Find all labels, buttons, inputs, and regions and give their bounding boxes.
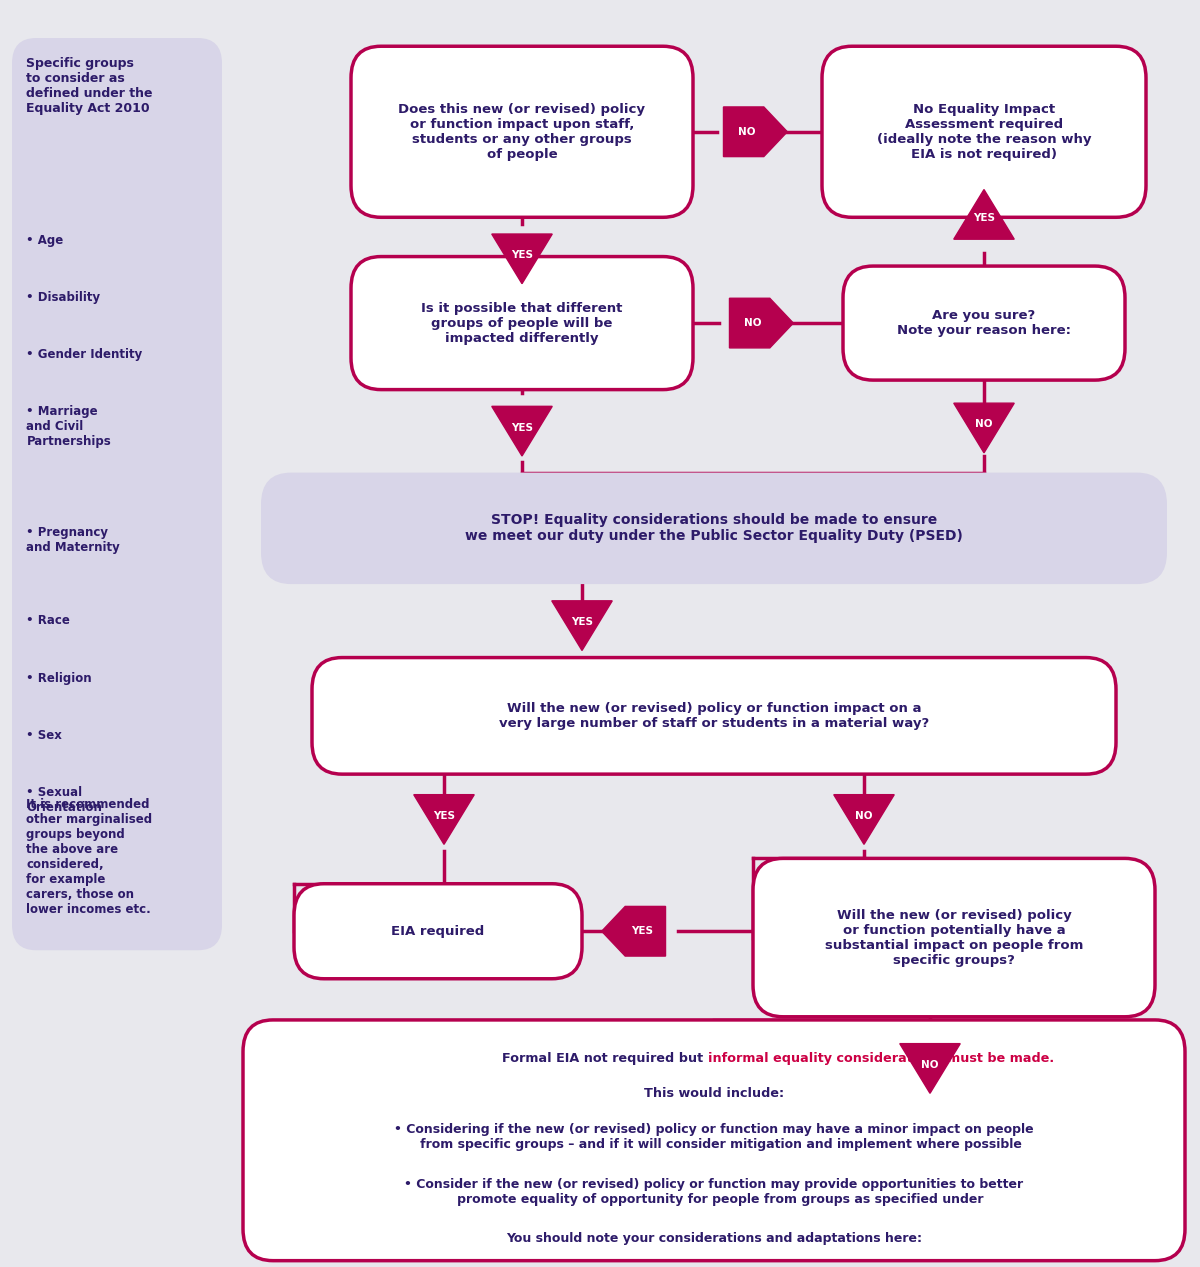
Text: This would include:: This would include: bbox=[644, 1087, 784, 1100]
Polygon shape bbox=[552, 601, 612, 650]
Text: • Considering if the new (or revised) policy or function may have a minor impact: • Considering if the new (or revised) po… bbox=[394, 1123, 1034, 1150]
Text: YES: YES bbox=[511, 251, 533, 260]
Text: NO: NO bbox=[976, 419, 992, 430]
Polygon shape bbox=[900, 1044, 960, 1093]
Text: NO: NO bbox=[922, 1060, 938, 1069]
Text: informal equality considerations must be made.: informal equality considerations must be… bbox=[708, 1052, 1054, 1064]
Polygon shape bbox=[414, 794, 474, 844]
FancyBboxPatch shape bbox=[294, 884, 582, 978]
Polygon shape bbox=[954, 403, 1014, 452]
Polygon shape bbox=[834, 794, 894, 844]
Text: • Sexual
Orientation: • Sexual Orientation bbox=[26, 786, 102, 813]
Text: Specific groups
to consider as
defined under the
Equality Act 2010: Specific groups to consider as defined u… bbox=[26, 57, 152, 115]
Text: • Pregnancy
and Maternity: • Pregnancy and Maternity bbox=[26, 526, 120, 554]
Text: Formal EIA not required but: Formal EIA not required but bbox=[503, 1052, 708, 1064]
Text: YES: YES bbox=[433, 811, 455, 821]
Polygon shape bbox=[492, 234, 552, 284]
Polygon shape bbox=[724, 106, 787, 157]
Polygon shape bbox=[492, 407, 552, 456]
Text: It is recommended
other marginalised
groups beyond
the above are
considered,
for: It is recommended other marginalised gro… bbox=[26, 798, 152, 916]
FancyBboxPatch shape bbox=[842, 266, 1124, 380]
Polygon shape bbox=[730, 298, 793, 348]
Text: Will the new (or revised) policy or function impact on a
very large number of st: Will the new (or revised) policy or func… bbox=[499, 702, 929, 730]
Text: YES: YES bbox=[571, 617, 593, 627]
Text: YES: YES bbox=[511, 423, 533, 432]
Text: • Race: • Race bbox=[26, 614, 71, 627]
Text: • Consider if the new (or revised) policy or function may provide opportunities : • Consider if the new (or revised) polic… bbox=[404, 1178, 1024, 1206]
Text: NO: NO bbox=[738, 127, 756, 137]
Text: You should note your considerations and adaptations here:: You should note your considerations and … bbox=[506, 1232, 922, 1244]
Text: YES: YES bbox=[631, 926, 653, 936]
FancyBboxPatch shape bbox=[312, 658, 1116, 774]
Text: Does this new (or revised) policy
or function impact upon staff,
students or any: Does this new (or revised) policy or fun… bbox=[398, 103, 646, 161]
Text: • Disability: • Disability bbox=[26, 291, 101, 304]
Text: Is it possible that different
groups of people will be
impacted differently: Is it possible that different groups of … bbox=[421, 302, 623, 345]
Text: NO: NO bbox=[744, 318, 762, 328]
Text: • Marriage
and Civil
Partnerships: • Marriage and Civil Partnerships bbox=[26, 405, 112, 449]
FancyBboxPatch shape bbox=[754, 859, 1156, 1016]
Text: NO: NO bbox=[856, 811, 872, 821]
Text: • Religion: • Religion bbox=[26, 672, 92, 684]
Text: Are you sure?
Note your reason here:: Are you sure? Note your reason here: bbox=[896, 309, 1072, 337]
Polygon shape bbox=[954, 190, 1014, 239]
Text: • Age: • Age bbox=[26, 234, 64, 247]
Text: • Sex: • Sex bbox=[26, 729, 62, 741]
Text: STOP! Equality considerations should be made to ensure
we meet our duty under th: STOP! Equality considerations should be … bbox=[466, 513, 962, 544]
FancyBboxPatch shape bbox=[242, 1020, 1186, 1261]
Text: Will the new (or revised) policy
or function potentially have a
substantial impa: Will the new (or revised) policy or func… bbox=[824, 908, 1084, 967]
FancyBboxPatch shape bbox=[352, 46, 692, 218]
FancyBboxPatch shape bbox=[260, 473, 1166, 584]
Text: EIA required: EIA required bbox=[391, 925, 485, 938]
FancyBboxPatch shape bbox=[822, 46, 1146, 218]
Text: YES: YES bbox=[973, 213, 995, 223]
Polygon shape bbox=[601, 906, 666, 957]
FancyBboxPatch shape bbox=[12, 38, 222, 950]
Text: • Gender Identity: • Gender Identity bbox=[26, 348, 143, 361]
FancyBboxPatch shape bbox=[352, 256, 692, 390]
Text: No Equality Impact
Assessment required
(ideally note the reason why
EIA is not r: No Equality Impact Assessment required (… bbox=[877, 103, 1091, 161]
